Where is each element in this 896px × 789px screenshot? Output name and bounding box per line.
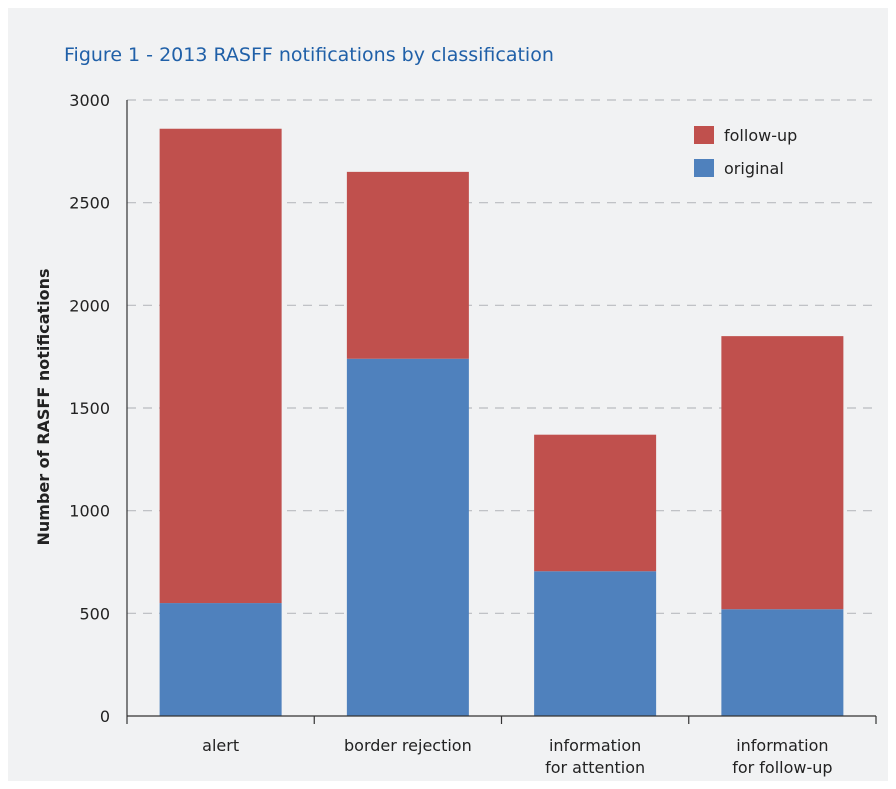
bar-follow-up [534, 434, 657, 572]
y-tick-label: 2500 [69, 194, 110, 213]
legend-swatch [694, 159, 714, 177]
y-tick-labels: 0 500 1000 1500 2000 2500 3000 [69, 91, 110, 726]
y-tick-label: 0 [100, 707, 110, 726]
axes [126, 100, 877, 724]
x-tick-label: information for follow-up [732, 736, 832, 777]
legend-swatch [694, 126, 714, 144]
y-tick-label: 500 [79, 604, 110, 623]
legend-label: original [724, 159, 784, 178]
bar-original [721, 609, 844, 716]
bars [159, 128, 844, 716]
y-tick-label: 1000 [69, 502, 110, 521]
y-axis-label: Number of RASFF notifications [34, 268, 53, 545]
x-tick-labels: alert border rejection information for atte… [202, 736, 832, 777]
x-tick-label: alert [202, 736, 239, 755]
chart-title: Figure 1 - 2013 RASFF notifications by c… [64, 44, 554, 66]
bar-original [534, 571, 657, 716]
bar-original [159, 603, 282, 716]
x-tick-label: border rejection [344, 736, 472, 755]
bar-original [346, 358, 469, 716]
y-tick-label: 2000 [69, 296, 110, 315]
legend: follow-up original [694, 126, 797, 178]
bar-follow-up [159, 128, 282, 604]
bar-follow-up [721, 336, 844, 610]
y-tick-label: 3000 [69, 91, 110, 110]
bar-follow-up [346, 171, 469, 359]
legend-label: follow-up [724, 126, 797, 145]
y-tick-label: 1500 [69, 399, 110, 418]
x-tick-label: information for attention [545, 736, 645, 777]
